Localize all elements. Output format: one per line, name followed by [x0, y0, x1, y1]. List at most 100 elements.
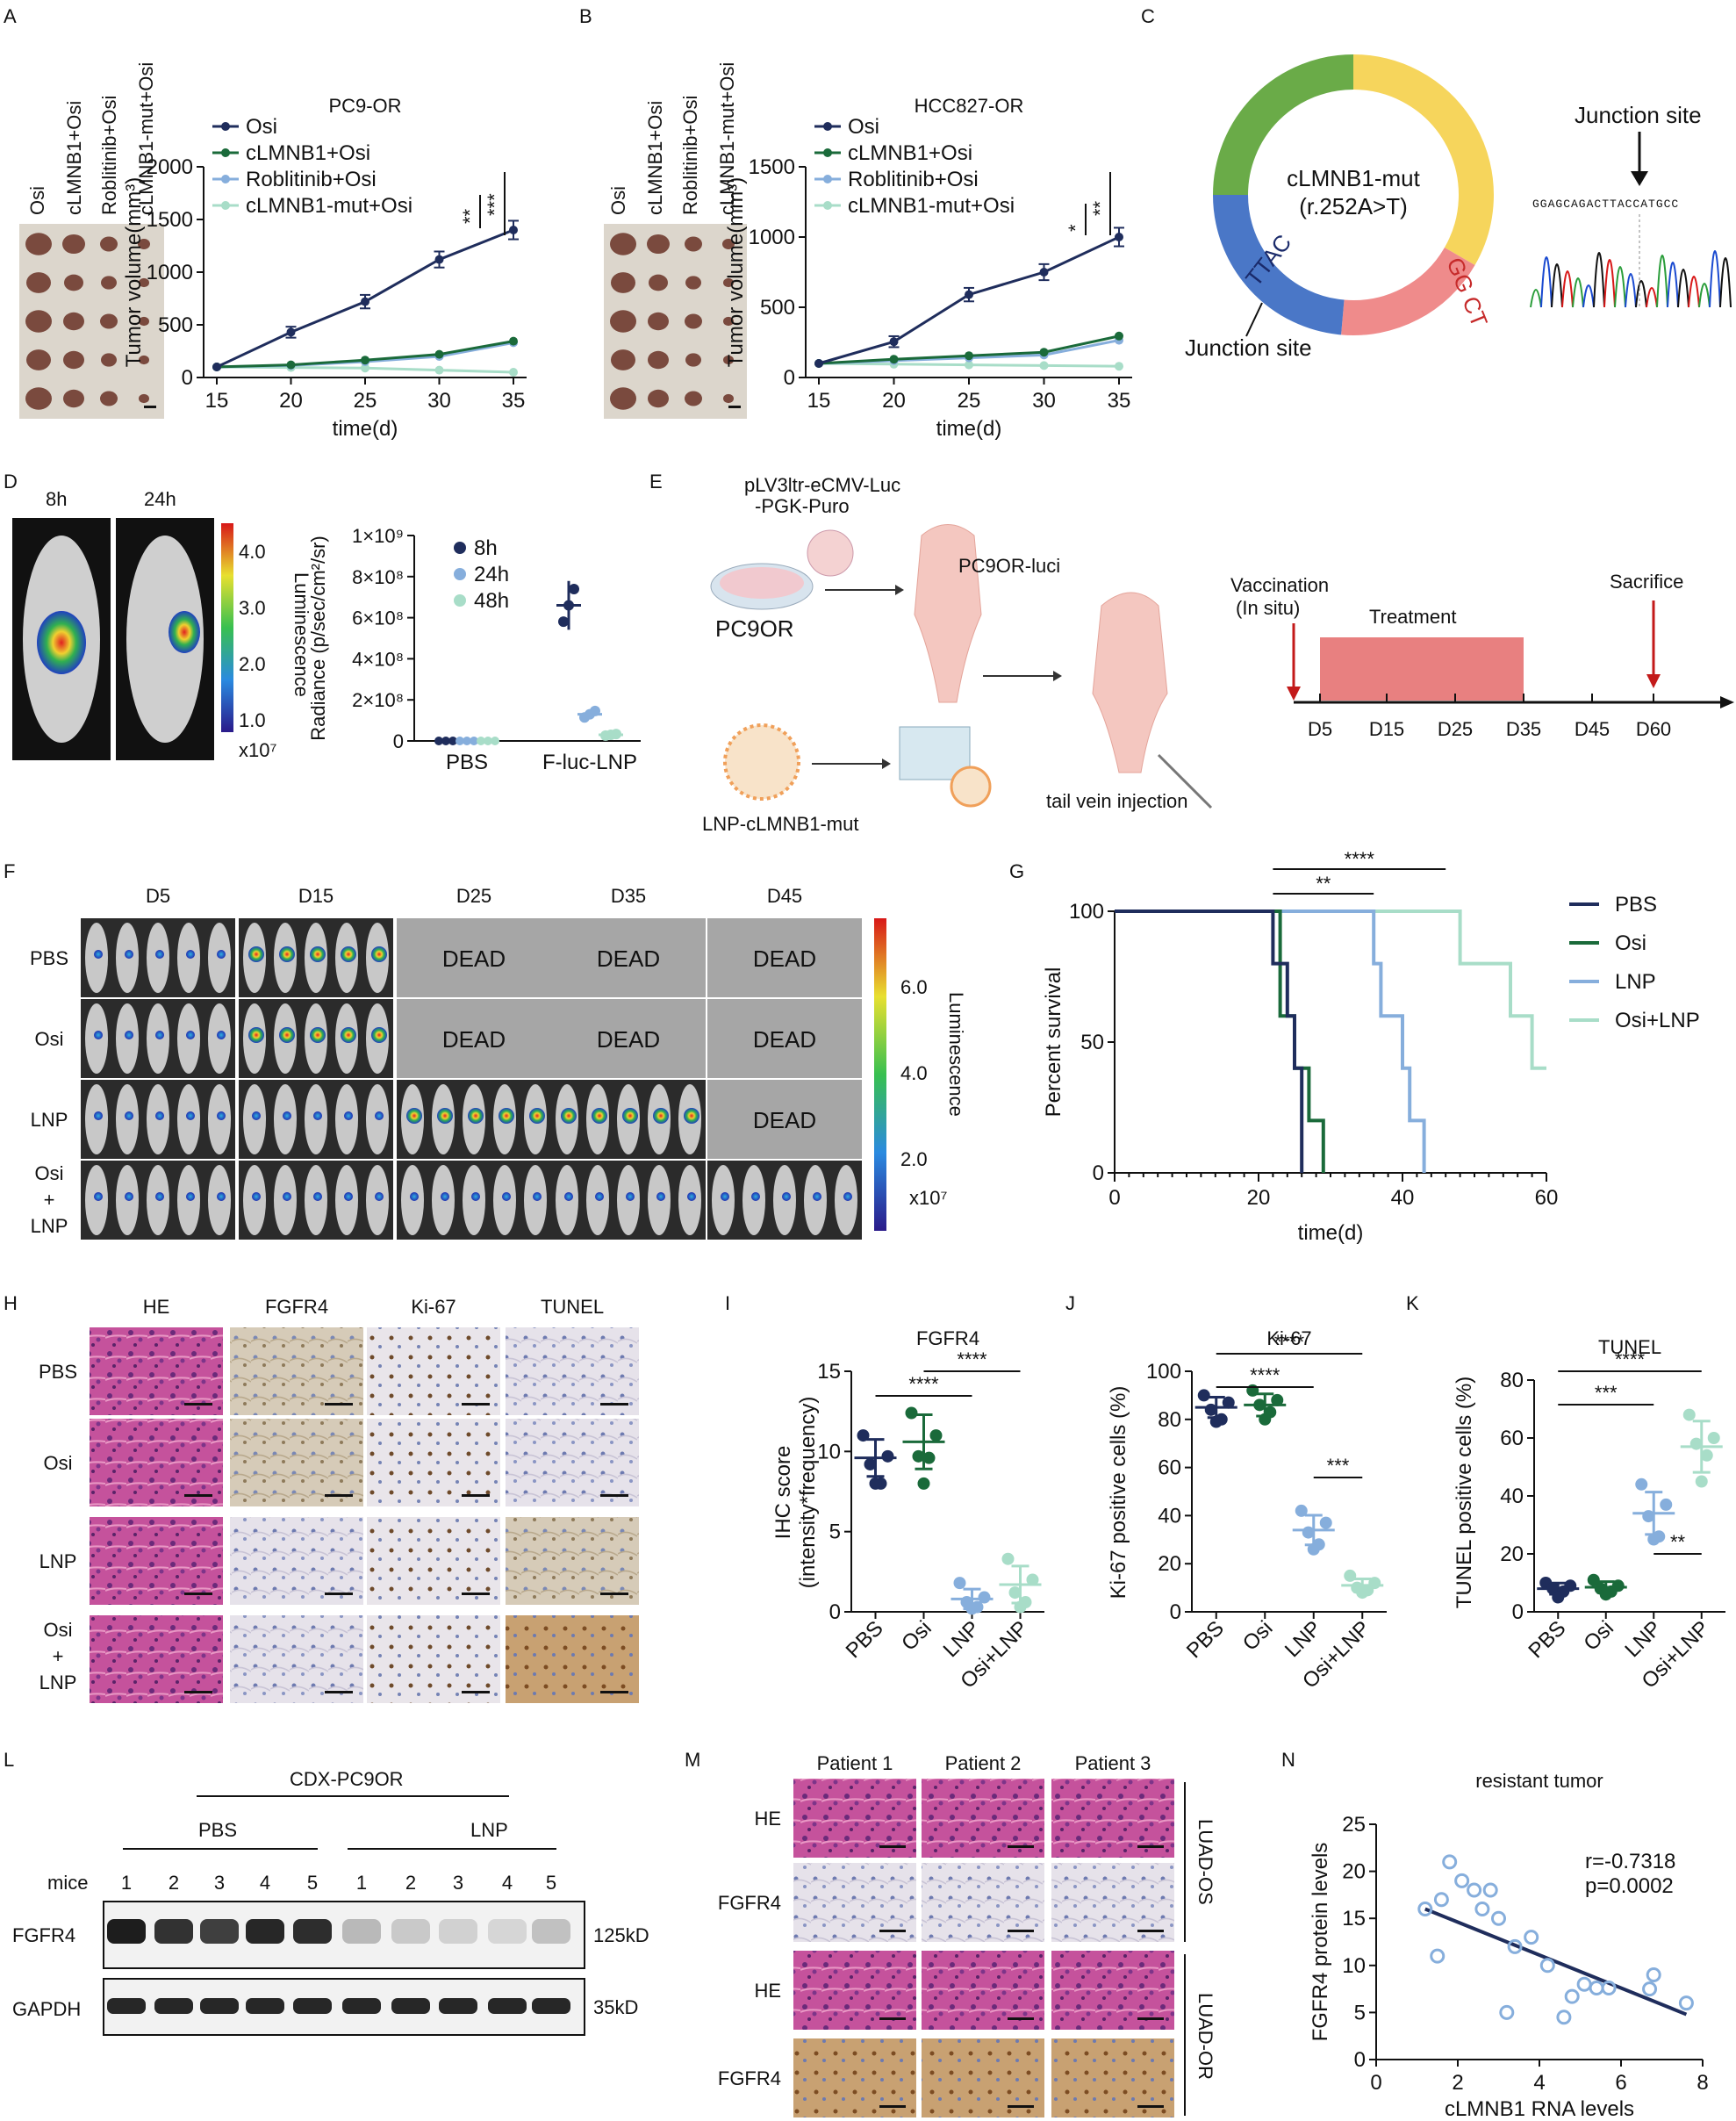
legend-label: cLMNB1+Osi: [246, 141, 370, 165]
scale-bar: [600, 1593, 628, 1595]
bioluminescence-spot: [653, 1108, 669, 1124]
tumor-nodule: [63, 389, 84, 408]
data-point: [361, 356, 369, 365]
data-point: [814, 359, 823, 368]
x-tick-label: PBS: [446, 751, 488, 774]
signal-8h: [37, 611, 86, 674]
cbarF-title: Luminescence: [945, 992, 967, 1117]
data-point: [929, 1429, 943, 1442]
bioluminescence-spot: [529, 1108, 545, 1124]
histology-tile: [1051, 2038, 1174, 2117]
lnp-small-icon: [950, 766, 992, 808]
tumor-nodule: [685, 313, 702, 329]
tumor-nodule: [648, 350, 669, 370]
y-tick-label: 20: [1342, 1860, 1366, 1884]
gapdh-band: [154, 1998, 193, 2014]
bioluminescence-spot: [371, 1027, 387, 1043]
data-point: [448, 737, 457, 745]
bioluminescence-spot: [252, 1192, 261, 1201]
column-label: D25: [456, 885, 491, 907]
data-point: [905, 1406, 918, 1420]
histology-tile: [1051, 1779, 1174, 1858]
chromatogram-peak: [1656, 255, 1668, 308]
bioluminescence-spot: [217, 950, 226, 959]
bioluminescence-spot: [94, 950, 103, 959]
tumor-nodule: [611, 349, 635, 370]
legend-label: 24h: [474, 563, 509, 586]
data-point: [1001, 1552, 1015, 1565]
arrowhead-2-icon: [1053, 671, 1062, 681]
y-tick-label: 1000: [749, 226, 795, 249]
histology-tile: [793, 2038, 916, 2117]
chart-B: HCC827-OR 0 500 1000 1500 15 20 25 30 35 time(d) Tu…: [724, 95, 1132, 441]
row-label: FGFR4: [718, 2067, 781, 2089]
x-tick-label: Osi: [1579, 1616, 1618, 1656]
panel-E-schematic: pLV3ltr-eCMV-Luc -PGK-Puro PC9OR PC9OR-l…: [702, 474, 1734, 835]
tumor-nodule: [611, 272, 635, 293]
x-tick-label: 6: [1615, 2071, 1626, 2095]
data-point: [1204, 1403, 1217, 1416]
gapdh-band: [107, 1998, 146, 2014]
tumor-nodule: [101, 353, 117, 367]
panel-label-A: A: [4, 5, 17, 27]
sig-label: ****: [1274, 1331, 1305, 1353]
data-point: [569, 584, 579, 595]
y-tick-label: 60: [1500, 1427, 1524, 1450]
sig-label: ****: [957, 1348, 987, 1370]
y-axis-label: Radiance (p/sec/cm²/sr): [307, 536, 329, 741]
scale-bar: [1137, 1845, 1164, 1848]
data-point: [1507, 1938, 1523, 1954]
tumor-nodule: [685, 391, 702, 406]
data-point: [965, 290, 973, 299]
gapdh-band: [342, 1998, 381, 2014]
chromatogram-peak: [1719, 257, 1732, 308]
tumor-nodule: [64, 274, 83, 291]
chromatogram-peak: [1614, 266, 1626, 308]
scale-bar: [728, 406, 741, 408]
tumor-nodule: [26, 272, 51, 293]
x-tick-label: 0: [1370, 2071, 1381, 2095]
timeline-day-label: D15: [1369, 718, 1404, 740]
chart-title: HCC827-OR: [915, 95, 1024, 117]
bioluminescence-spot: [313, 1192, 322, 1201]
data-point: [1647, 1533, 1661, 1546]
data-point: [1302, 1526, 1315, 1539]
fgfr4-band: [293, 1919, 332, 1944]
data-point: [509, 226, 518, 234]
scale-bar: [1137, 1930, 1164, 1932]
y-axis-label-2: (intensity*frequency): [796, 1397, 820, 1589]
bioluminescence-spot: [155, 1111, 164, 1120]
gapdh-band: [293, 1998, 332, 2014]
data-point: [456, 737, 464, 745]
timeline-day-label: D60: [1636, 718, 1671, 740]
data-point: [286, 360, 296, 370]
x-tick-label: 20: [1247, 1186, 1271, 1210]
dead-label: DEAD: [597, 1026, 660, 1053]
data-point: [1442, 1854, 1458, 1870]
chromatogram-peak: [1561, 270, 1574, 308]
photo-label-osi-b: Osi: [607, 186, 629, 215]
y-tick-label: 5: [829, 1521, 841, 1544]
time-label-8h: 8h: [46, 488, 67, 510]
x-tick-label: 8: [1697, 2071, 1708, 2095]
tumor-nodule: [25, 387, 52, 410]
bioluminescence-spot: [283, 1192, 291, 1201]
arrowhead-3-icon: [882, 759, 891, 769]
data-point: [1026, 1573, 1039, 1586]
scale-bar: [462, 1403, 490, 1406]
x-tick-label: Osi: [1238, 1616, 1278, 1656]
histology-tile: [90, 1517, 223, 1605]
histology-tile: [230, 1327, 363, 1415]
data-point: [1271, 1393, 1284, 1406]
data-point: [1539, 1958, 1555, 1974]
histology-tile: [230, 1615, 363, 1703]
histology-tile: [1051, 1863, 1174, 1942]
tumor-nodule: [723, 393, 734, 404]
tumor-nodule: [63, 350, 84, 370]
column-label: Patient 1: [817, 1752, 893, 1774]
data-point: [1115, 331, 1123, 341]
bioluminescence-spot: [186, 1111, 195, 1120]
mouse-icon-1: [914, 524, 982, 703]
